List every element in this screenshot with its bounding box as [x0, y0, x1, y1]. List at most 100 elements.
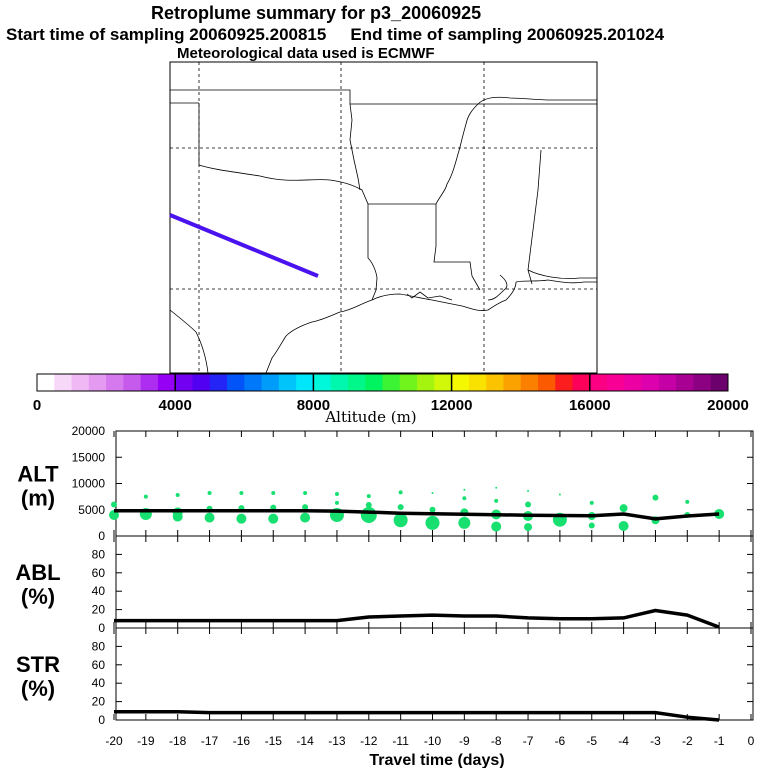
altitude-dot: [458, 516, 471, 529]
x-tick-label: -4: [618, 734, 629, 748]
y-tick-label: 20: [92, 695, 106, 709]
altitude-dot: [360, 507, 377, 523]
sampling-times: Start time of sampling 20060925.200815 En…: [6, 26, 664, 44]
x-tick-label: -2: [682, 734, 693, 748]
x-tick-label: -13: [328, 734, 346, 748]
colorbar-cell: [658, 374, 677, 391]
altitude-dot: [525, 501, 532, 508]
altitude-dot: [303, 490, 308, 495]
y-tick-label: 20000: [72, 424, 106, 438]
colorbar-cell: [261, 374, 280, 391]
colorbar-cell: [624, 374, 643, 391]
x-tick-label: -5: [586, 734, 597, 748]
altitude-dot: [589, 500, 594, 505]
met-data-label: Meteorological data used is ECMWF: [177, 45, 435, 62]
altitude-dot: [300, 512, 311, 523]
y-tick-label: 0: [98, 713, 105, 727]
altitude-dot: [431, 491, 434, 494]
colorbar-tick-label: 0: [33, 397, 41, 414]
colorbar-cell: [434, 374, 452, 391]
altitude-dot: [398, 490, 403, 495]
colorbar-frame: [36, 373, 729, 392]
colorbar-cell: [347, 374, 366, 391]
start-time-label: Start time of sampling 20060925.200815: [6, 25, 327, 44]
x-tick-label: -11: [392, 734, 409, 748]
altitude-dot: [271, 490, 276, 495]
x-tick-label: -18: [169, 734, 187, 748]
trajectory-track: [169, 213, 319, 278]
end-time-label: End time of sampling 20060925.201024: [350, 25, 665, 44]
colorbar-cell: [244, 374, 262, 391]
y-tick-label: 40: [92, 676, 106, 690]
colorbar-cell: [503, 374, 522, 391]
colorbar-cell: [37, 374, 55, 391]
y-tick-label: 60: [92, 566, 106, 580]
colorbar-tick-label: 20000: [707, 397, 749, 414]
altitude-dot: [175, 493, 180, 498]
altitude-dot: [558, 493, 561, 496]
colorbar-cell: [365, 374, 383, 391]
altitude-dot: [239, 490, 244, 495]
trajectory-line: [169, 213, 319, 278]
colorbar-cell: [572, 374, 591, 391]
colorbar-cell: [140, 374, 159, 391]
y-tick-label: 80: [92, 547, 106, 561]
colorbar-cell: [123, 374, 142, 391]
colorbar-cell: [278, 374, 297, 391]
y-tick-label: 15000: [72, 450, 106, 464]
altitude-dot: [207, 490, 212, 495]
map-borders: [170, 89, 597, 301]
colorbar-cell: [710, 374, 729, 391]
y-tick-label: 60: [92, 658, 106, 672]
panel-abl: 0 20 40 60 80 ABL(%): [15, 535, 754, 635]
x-tick-label: -15: [265, 734, 283, 748]
y-tick-label: 80: [92, 639, 106, 653]
x-tick-label: -12: [360, 734, 378, 748]
colorbar-cell: [607, 374, 625, 391]
y-tick-label: 10000: [72, 477, 106, 491]
panel-title: ABL: [15, 560, 60, 585]
x-tick-label: -14: [296, 734, 314, 748]
colorbar-cell: [451, 374, 470, 391]
x-tick-label: -17: [201, 734, 219, 748]
x-tick-label: -3: [650, 734, 661, 748]
map-graticule: [170, 62, 597, 373]
altitude-dot: [397, 504, 404, 511]
panel-title: ALT: [17, 462, 59, 487]
colorbar-cell: [468, 374, 487, 391]
colorbar-cell: [71, 374, 90, 391]
colorbar-cell: [555, 374, 573, 391]
altitude-dot: [462, 496, 467, 501]
colorbar-axis-label: Altitude (m): [324, 408, 416, 426]
altitude-dot: [172, 511, 183, 522]
x-tick-label: -19: [137, 734, 155, 748]
x-tick-label: -10: [424, 734, 442, 748]
series-line-str: [114, 709, 720, 722]
colorbar-tick-label: 4000: [159, 397, 192, 414]
altitude-dot: [111, 501, 117, 508]
altitude-dot: [143, 494, 148, 499]
x-axis-label: Travel time (days): [369, 752, 504, 768]
altitude-dot: [619, 504, 628, 513]
series-line-alt: [114, 509, 720, 521]
series-line-abl: [114, 608, 720, 629]
chart-title: Retroplume summary for p3_20060925: [151, 3, 482, 23]
altitude-dot: [588, 522, 595, 529]
altitude-dot: [527, 489, 530, 492]
colorbar-cell: [175, 374, 193, 391]
x-tick-label: -9: [459, 734, 470, 748]
colorbar-cell: [296, 374, 314, 391]
colorbar-cell: [106, 374, 124, 391]
colorbar-cell: [486, 374, 504, 391]
x-tick-label: -16: [233, 734, 251, 748]
panel-units: (%): [21, 584, 55, 609]
colorbar-cell: [676, 374, 694, 391]
y-tick-label: 0: [98, 529, 105, 543]
altitude-dot: [714, 508, 725, 519]
colorbar-cell: [313, 374, 332, 391]
map-frame: [169, 61, 598, 374]
colorbar: 0 4000 8000 12000 16000 20000 Altitude (m): [33, 373, 749, 426]
altitude-dot: [495, 486, 498, 489]
